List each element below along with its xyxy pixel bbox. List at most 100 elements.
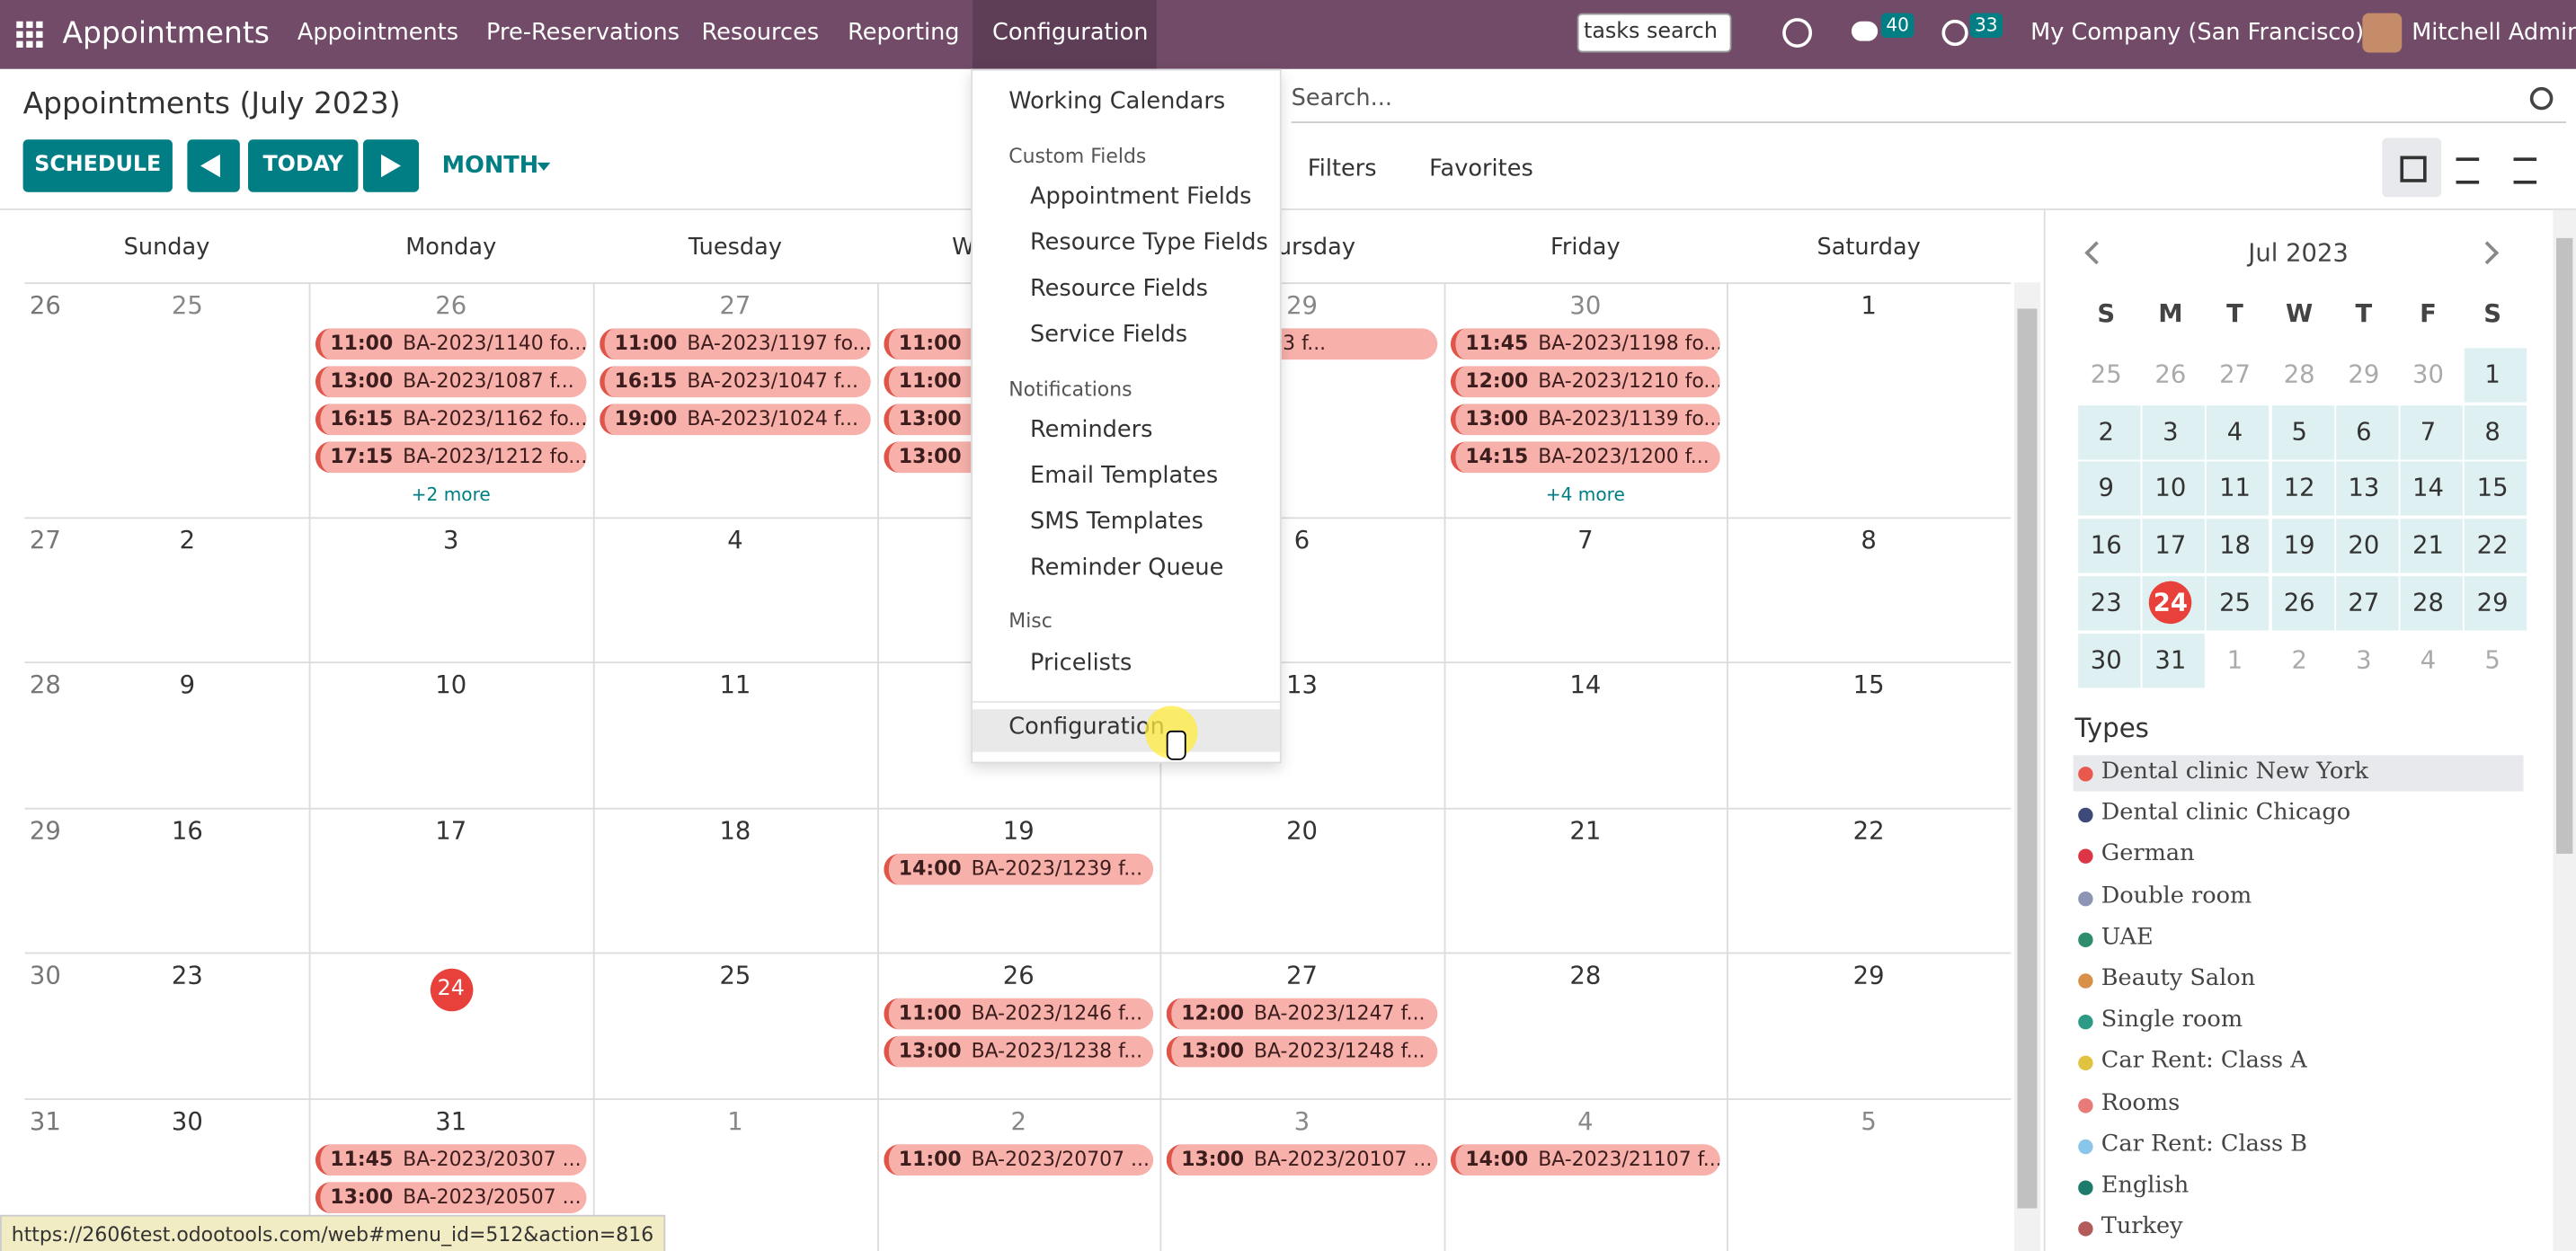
- mini-day[interactable]: 27: [2219, 359, 2251, 389]
- mini-day[interactable]: 10: [2154, 473, 2187, 503]
- mini-day[interactable]: 2: [2098, 416, 2114, 447]
- event-pill[interactable]: 11:00 BA-2023/1197 fo...: [600, 328, 871, 360]
- view-calendar[interactable]: [2382, 138, 2442, 198]
- view-activity[interactable]: [2513, 157, 2537, 184]
- type-name[interactable]: Turkey: [2101, 1213, 2183, 1240]
- mini-day[interactable]: 17: [2154, 530, 2187, 561]
- event-pill[interactable]: 11:00 BA-2023/1140 fo...: [315, 328, 587, 360]
- mini-day[interactable]: 3: [2163, 416, 2179, 447]
- dropdown-item[interactable]: Resource Fields: [1030, 275, 1208, 303]
- tasks-search[interactable]: tasks search: [1577, 13, 1732, 53]
- mini-day[interactable]: 9: [2098, 473, 2114, 503]
- type-name[interactable]: Single room: [2101, 1007, 2243, 1034]
- menu-item[interactable]: Reporting: [848, 19, 960, 47]
- mini-day[interactable]: 12: [2283, 473, 2315, 503]
- mini-next[interactable]: [2475, 241, 2500, 265]
- type-name[interactable]: Beauty Salon: [2101, 965, 2256, 992]
- dropdown-item[interactable]: Configuration: [1008, 714, 1165, 741]
- mini-day[interactable]: 5: [2291, 416, 2307, 447]
- mini-day[interactable]: 6: [2356, 416, 2372, 447]
- search-icon[interactable]: [2529, 86, 2554, 111]
- activities-icon[interactable]: [1941, 19, 1968, 47]
- mini-day[interactable]: 8: [2484, 416, 2500, 447]
- event-pill[interactable]: 12:00 BA-2023/1210 fo...: [1450, 366, 1720, 398]
- more-link[interactable]: +2 more: [411, 484, 491, 506]
- event-pill[interactable]: 17:15 BA-2023/1212 fo...: [315, 441, 587, 474]
- scrollbar-thumb[interactable]: [2017, 308, 2038, 1209]
- event-pill[interactable]: 14:00 BA-2023/1239 f...: [884, 853, 1154, 885]
- event-pill[interactable]: 16:15 BA-2023/1047 f...: [600, 366, 871, 398]
- event-pill[interactable]: 13:00 BA-2023/1087 f...: [315, 366, 587, 398]
- mini-day[interactable]: 25: [2219, 587, 2251, 617]
- event-pill[interactable]: 11:00 BA-2023/20707 ...: [884, 1144, 1154, 1176]
- mini-day[interactable]: 30: [2090, 644, 2122, 674]
- type-name[interactable]: English: [2101, 1172, 2190, 1199]
- type-name[interactable]: Double room: [2101, 883, 2252, 909]
- mini-day[interactable]: 26: [2154, 359, 2187, 389]
- search-input[interactable]: Search...: [1291, 84, 1392, 112]
- mini-day[interactable]: 14: [2412, 473, 2444, 503]
- mini-day[interactable]: 31: [2154, 644, 2187, 674]
- mini-day[interactable]: 2: [2291, 644, 2307, 674]
- type-name[interactable]: Rooms: [2101, 1089, 2181, 1116]
- type-name[interactable]: UAE: [2101, 924, 2154, 951]
- type-name[interactable]: Dental clinic Chicago: [2101, 799, 2351, 827]
- user[interactable]: Mitchell Admin: [2412, 19, 2576, 47]
- mini-day[interactable]: 24: [2153, 587, 2188, 617]
- mini-day[interactable]: 28: [2283, 359, 2315, 389]
- mini-day[interactable]: 18: [2219, 530, 2251, 561]
- mini-day[interactable]: 29: [2476, 587, 2509, 617]
- mini-day[interactable]: 4: [2420, 644, 2437, 674]
- mini-day[interactable]: 16: [2090, 530, 2122, 561]
- messages-icon[interactable]: [1851, 21, 1879, 41]
- mini-day[interactable]: 25: [2090, 359, 2122, 389]
- mini-day[interactable]: 5: [2484, 644, 2500, 674]
- apps-icon[interactable]: [16, 21, 43, 48]
- mini-day[interactable]: 26: [2283, 587, 2315, 617]
- event-pill[interactable]: 13:00 BA-2023/1238 f...: [884, 1035, 1154, 1068]
- event-pill[interactable]: 11:45 BA-2023/1198 fo...: [1450, 328, 1720, 360]
- avatar[interactable]: [2362, 13, 2403, 53]
- dropdown-item[interactable]: Resource Type Fields: [1030, 229, 1268, 256]
- event-pill[interactable]: 13:00 BA-2023/1139 fo...: [1450, 404, 1720, 436]
- event-pill[interactable]: 14:00 BA-2023/21107 f...: [1450, 1144, 1720, 1176]
- mini-day[interactable]: 7: [2420, 416, 2437, 447]
- mini-day[interactable]: 1: [2484, 359, 2500, 389]
- mini-day[interactable]: 23: [2090, 587, 2122, 617]
- type-name[interactable]: Car Rent: Class B: [2101, 1131, 2308, 1158]
- dropdown-item[interactable]: Service Fields: [1030, 322, 1188, 349]
- mini-day[interactable]: 4: [2226, 416, 2243, 447]
- dropdown-item[interactable]: Reminder Queue: [1030, 555, 1224, 581]
- view-list[interactable]: [2456, 157, 2480, 184]
- dropdown-item[interactable]: Email Templates: [1030, 463, 1219, 490]
- today-button[interactable]: TODAY: [247, 139, 359, 192]
- dropdown-item[interactable]: Pricelists: [1030, 650, 1133, 677]
- event-pill[interactable]: 14:15 BA-2023/1200 f...: [1450, 441, 1720, 474]
- mini-day[interactable]: 22: [2476, 530, 2509, 561]
- event-pill[interactable]: 13:00 BA-2023/20107 ...: [1166, 1144, 1438, 1176]
- mini-day[interactable]: 19: [2283, 530, 2315, 561]
- menu-item[interactable]: Resources: [701, 19, 820, 47]
- menu-item[interactable]: Configuration: [991, 19, 1149, 47]
- type-name[interactable]: Car Rent: Class A: [2101, 1048, 2307, 1075]
- mini-day[interactable]: 11: [2219, 473, 2251, 503]
- more-link[interactable]: +4 more: [1545, 484, 1625, 506]
- favorites-button[interactable]: Favorites: [1429, 155, 1533, 182]
- filters-button[interactable]: Filters: [1307, 155, 1377, 182]
- event-pill[interactable]: 12:00 BA-2023/1247 f...: [1166, 998, 1438, 1030]
- mini-day[interactable]: 28: [2412, 587, 2444, 617]
- mini-day[interactable]: 15: [2476, 473, 2509, 503]
- dropdown-item[interactable]: SMS Templates: [1030, 509, 1204, 536]
- scale-dropdown[interactable]: MONTH: [441, 152, 539, 180]
- schedule-button[interactable]: SCHEDULE: [22, 139, 173, 192]
- mini-day[interactable]: 1: [2226, 644, 2243, 674]
- chat-icon[interactable]: [1782, 18, 1813, 48]
- dropdown-item[interactable]: Appointment Fields: [1030, 183, 1252, 210]
- app-name[interactable]: Appointments: [62, 16, 270, 51]
- event-pill[interactable]: 19:00 BA-2023/1024 f...: [600, 404, 871, 436]
- mini-day[interactable]: 13: [2348, 473, 2380, 503]
- event-pill[interactable]: 11:45 BA-2023/20307 ...: [315, 1144, 587, 1176]
- event-pill[interactable]: 11:00 BA-2023/1246 f...: [884, 998, 1154, 1030]
- type-name[interactable]: German: [2101, 841, 2195, 868]
- mini-day[interactable]: 27: [2348, 587, 2380, 617]
